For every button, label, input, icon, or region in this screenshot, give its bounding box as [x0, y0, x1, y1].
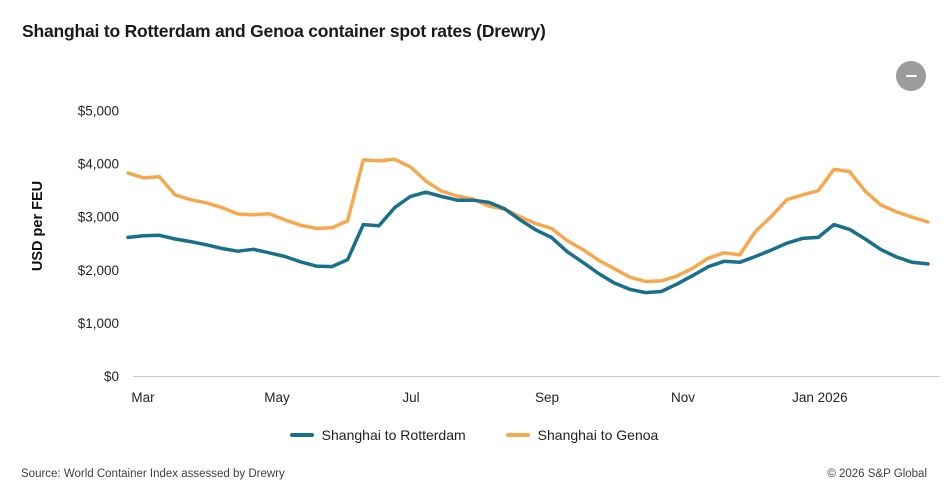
- x-axis-tick-label: Jul: [402, 390, 419, 405]
- y-axis-tick-label: $5,000: [78, 104, 119, 119]
- y-axis-tick-label: $3,000: [78, 210, 119, 225]
- copyright-note: © 2026 S&P Global: [827, 468, 927, 480]
- series-line-shanghai-to-rotterdam[interactable]: [126, 190, 930, 295]
- legend-line-swatch-icon: [505, 433, 530, 437]
- legend-item-shanghai-to-genoa[interactable]: Shanghai to Genoa: [505, 427, 659, 443]
- x-axis-tick-label: May: [264, 390, 290, 405]
- legend-label: Shanghai to Rotterdam: [321, 427, 466, 443]
- x-axis-tick-label: Mar: [131, 390, 155, 405]
- series-line-shanghai-to-genoa[interactable]: [126, 157, 930, 284]
- legend-line-swatch-icon: [289, 433, 314, 437]
- x-axis-tick-label: Sep: [535, 390, 559, 405]
- collapse-button[interactable]: [896, 61, 926, 91]
- spot-rates-line-chart: $0 $1,000 $2,000 $3,000 $4,000 $5,000 USD per …: [30, 104, 940, 405]
- minus-icon: [905, 74, 917, 78]
- x-axis-tick-label: Nov: [671, 390, 695, 405]
- legend-label: Shanghai to Genoa: [537, 427, 659, 443]
- source-note: Source: World Container Index assessed b…: [21, 468, 285, 480]
- page-title: Shanghai to Rotterdam and Genoa containe…: [22, 21, 546, 41]
- legend-item-shanghai-to-rotterdam[interactable]: Shanghai to Rotterdam: [289, 427, 466, 443]
- footer: Source: World Container Index assessed b…: [0, 468, 948, 480]
- legend: Shanghai to Rotterdam Shanghai to Genoa: [0, 427, 948, 443]
- y-axis-tick-label: $2,000: [78, 263, 119, 278]
- x-axis-tick-label: Jan 2026: [792, 390, 848, 405]
- y-axis-tick-label: $1,000: [78, 316, 119, 331]
- y-axis-tick-label: $0: [104, 369, 119, 384]
- y-axis-tick-label: $4,000: [78, 157, 119, 172]
- y-axis-title: USD per FEU: [30, 181, 46, 271]
